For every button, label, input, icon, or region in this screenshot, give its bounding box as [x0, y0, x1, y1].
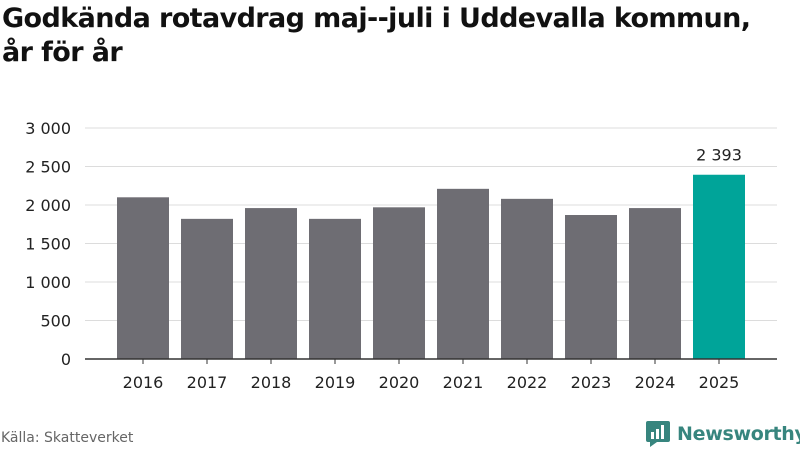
- bar-2021: [437, 188, 489, 359]
- bar-2023: [565, 215, 617, 359]
- chart-title-line-2: år för år: [2, 37, 123, 68]
- y-tick-label: 2 500: [25, 158, 71, 177]
- y-tick-label: 1 000: [25, 273, 71, 292]
- bar-2020: [373, 207, 425, 359]
- brand-name: Newsworthy: [677, 423, 800, 445]
- bar-2017: [181, 218, 233, 359]
- brand-logo: Newsworthy: [645, 419, 800, 449]
- bar-chart: 0 500 1 000 1 500 2 000 2 500 3 000 2016 2017 201…: [25, 119, 777, 392]
- y-tick-label: 3 000: [25, 119, 71, 138]
- bar-2022: [501, 198, 553, 359]
- y-tick-label: 0: [61, 350, 71, 369]
- x-tick-label: 2022: [507, 373, 548, 392]
- bar-2016: [117, 197, 169, 359]
- x-tick-label: 2016: [123, 373, 164, 392]
- x-tick-label: 2021: [443, 373, 484, 392]
- newsworthy-logo-icon: [646, 421, 670, 447]
- x-tick-label: 2024: [635, 373, 676, 392]
- x-tick-label: 2018: [251, 373, 292, 392]
- data-label: 2 393: [696, 146, 742, 165]
- y-tick-label: 500: [40, 312, 71, 331]
- chart-title-line-1: Godkända rotavdrag maj--juli i Uddevalla…: [2, 3, 751, 34]
- y-tick-label: 1 500: [25, 235, 71, 254]
- y-tick-label: 2 000: [25, 196, 71, 215]
- bar-2019: [309, 218, 361, 359]
- chart-title: Godkända rotavdrag maj--juli i Uddevalla…: [2, 2, 798, 70]
- bar-2018: [245, 208, 297, 359]
- x-tick-label: 2020: [379, 373, 420, 392]
- x-tick-label: 2019: [315, 373, 356, 392]
- x-tick-label: 2023: [571, 373, 612, 392]
- x-tick-label: 2017: [187, 373, 228, 392]
- x-tick-label: 2025: [699, 373, 740, 392]
- bar-2025: [693, 174, 745, 359]
- bar-2024: [629, 208, 681, 359]
- source-note: Källa: Skatteverket: [1, 430, 134, 446]
